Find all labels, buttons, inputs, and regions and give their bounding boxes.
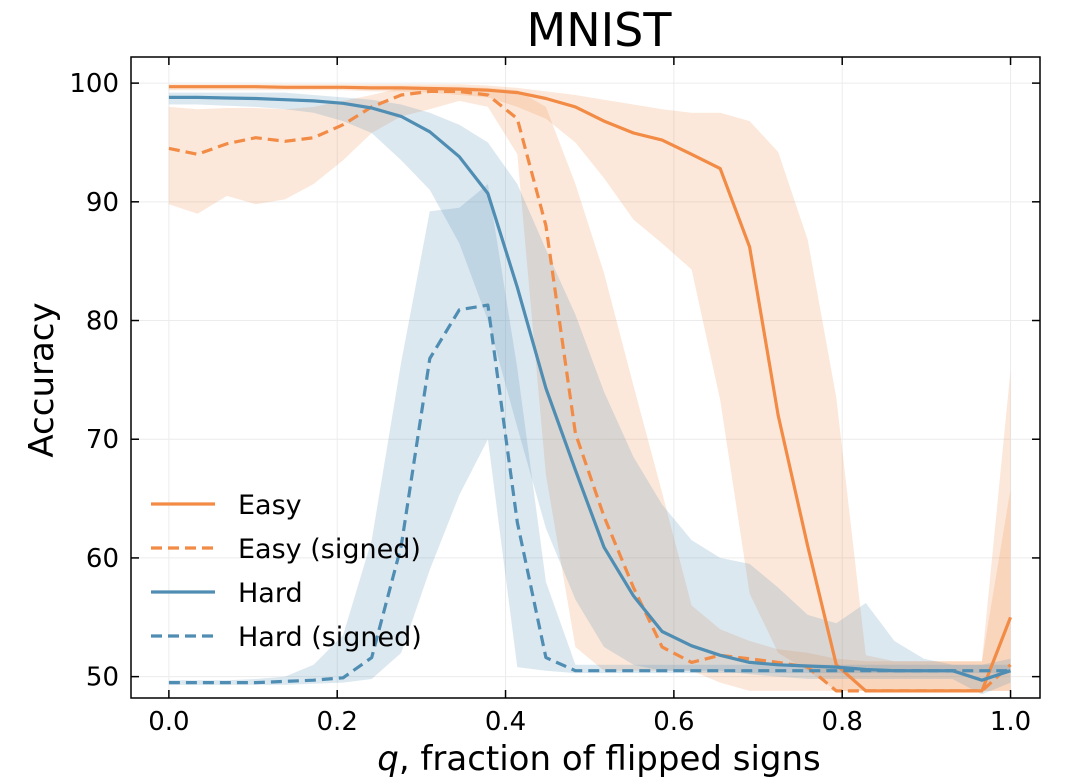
legend-label: Easy <box>238 490 302 521</box>
axis-ticks: 0.0 0.2 0.4 0.6 0.8 1.0 50 60 70 80 90 100 <box>69 57 1040 737</box>
x-axis-variable: q <box>377 739 399 778</box>
y-tick-label: 80 <box>86 307 119 337</box>
band-hard-signed <box>168 184 1011 685</box>
x-tick-label: 0.2 <box>317 707 358 737</box>
legend: Easy Easy (signed) Hard Hard (signed) <box>151 490 422 653</box>
y-axis-label: Accuracy <box>22 302 62 457</box>
series-lines <box>168 85 1012 693</box>
x-tick-label: 1.0 <box>990 707 1031 737</box>
y-tick-label: 60 <box>86 544 119 574</box>
x-axis-label-text: , fraction of flipped signs <box>399 739 821 778</box>
x-axis-label: q, fraction of flipped signs <box>377 739 821 778</box>
x-tick-label: 0.8 <box>822 707 863 737</box>
legend-label: Hard <box>238 578 303 609</box>
band-easy <box>168 84 1011 691</box>
y-tick-label: 100 <box>69 69 119 99</box>
grid <box>131 57 1040 698</box>
band-hard <box>168 92 1011 695</box>
y-tick-label: 70 <box>86 425 119 455</box>
y-tick-label: 50 <box>86 663 119 693</box>
series-line-hard-signed <box>168 303 1011 685</box>
x-tick-label: 0.4 <box>485 707 526 737</box>
x-tick-label: 0.0 <box>148 707 189 737</box>
band-easy-signed <box>168 86 1011 691</box>
legend-label: Hard (signed) <box>238 622 422 653</box>
y-tick-label: 90 <box>86 188 119 218</box>
confidence-bands <box>168 84 1011 695</box>
series-line-easy-signed <box>168 89 1012 693</box>
plot-frame <box>130 56 1041 699</box>
x-tick-label: 0.6 <box>653 707 694 737</box>
legend-label: Easy (signed) <box>238 534 421 565</box>
chart-title: MNIST <box>527 3 673 57</box>
